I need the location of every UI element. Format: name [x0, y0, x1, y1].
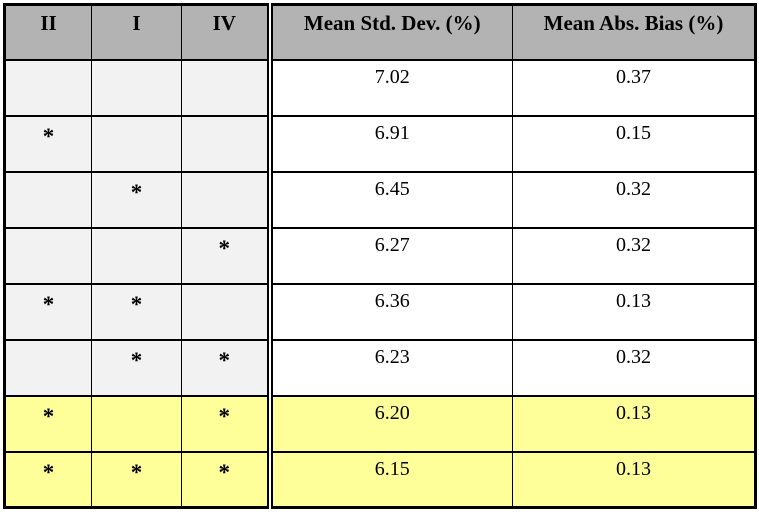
- star-cell-i: *: [91, 170, 182, 229]
- value-cell-mean-std-dev: 6.27: [266, 226, 513, 285]
- star-cell-i: [91, 394, 182, 453]
- column-header-mean-abs-bias: Mean Abs. Bias (%): [512, 3, 756, 61]
- value-cell-mean-std-dev: 6.23: [266, 338, 513, 397]
- table-row: * * 6.20 0.13: [4, 394, 756, 453]
- column-header-mean-std-dev: Mean Std. Dev. (%): [266, 3, 513, 61]
- table-row: * 6.27 0.32: [4, 226, 756, 285]
- star-cell-i: [91, 114, 182, 173]
- star-cell-iv: [181, 282, 270, 341]
- table-row: * * 6.36 0.13: [4, 282, 756, 341]
- table-header: II I IV Mean Std. Dev. (%) Mean Abs. Bia…: [4, 3, 756, 61]
- star-cell-i: [91, 58, 182, 117]
- column-header-i: I: [91, 3, 182, 61]
- star-cell-ii: *: [4, 394, 92, 453]
- table-body: 7.02 0.37 * 6.91 0.15 * 6.45 0.32 * 6.27 0.32 * * 6.3…: [4, 58, 756, 509]
- table-row: * * 6.23 0.32: [4, 338, 756, 397]
- star-cell-i: *: [91, 282, 182, 341]
- table-row: * 6.45 0.32: [4, 170, 756, 229]
- value-cell-mean-abs-bias: 0.15: [512, 114, 756, 173]
- star-cell-ii: [4, 338, 92, 397]
- value-cell-mean-std-dev: 6.20: [266, 394, 513, 453]
- value-cell-mean-abs-bias: 0.13: [512, 394, 756, 453]
- table-row: * * * 6.15 0.13: [4, 450, 756, 509]
- star-cell-ii: [4, 226, 92, 285]
- value-cell-mean-abs-bias: 0.13: [512, 282, 756, 341]
- value-cell-mean-abs-bias: 0.13: [512, 450, 756, 509]
- star-cell-iv: *: [181, 450, 270, 509]
- results-table: II I IV Mean Std. Dev. (%) Mean Abs. Bia…: [3, 3, 757, 509]
- value-cell-mean-std-dev: 7.02: [266, 58, 513, 117]
- value-cell-mean-std-dev: 6.45: [266, 170, 513, 229]
- value-cell-mean-abs-bias: 0.32: [512, 170, 756, 229]
- value-cell-mean-std-dev: 6.15: [266, 450, 513, 509]
- star-cell-ii: [4, 170, 92, 229]
- star-cell-iv: [181, 170, 270, 229]
- value-cell-mean-std-dev: 6.36: [266, 282, 513, 341]
- star-cell-i: [91, 226, 182, 285]
- star-cell-iv: *: [181, 226, 270, 285]
- star-cell-iv: *: [181, 394, 270, 453]
- table-row: * 6.91 0.15: [4, 114, 756, 173]
- column-header-iv: IV: [181, 3, 270, 61]
- table-row: 7.02 0.37: [4, 58, 756, 117]
- value-cell-mean-abs-bias: 0.32: [512, 226, 756, 285]
- star-cell-i: *: [91, 338, 182, 397]
- star-cell-ii: *: [4, 450, 92, 509]
- star-cell-i: *: [91, 450, 182, 509]
- star-cell-ii: [4, 58, 92, 117]
- star-cell-ii: *: [4, 114, 92, 173]
- header-row: II I IV Mean Std. Dev. (%) Mean Abs. Bia…: [4, 3, 756, 61]
- star-cell-iv: *: [181, 338, 270, 397]
- column-header-ii: II: [4, 3, 92, 61]
- value-cell-mean-std-dev: 6.91: [266, 114, 513, 173]
- star-cell-iv: [181, 114, 270, 173]
- star-cell-iv: [181, 58, 270, 117]
- value-cell-mean-abs-bias: 0.32: [512, 338, 756, 397]
- value-cell-mean-abs-bias: 0.37: [512, 58, 756, 117]
- star-cell-ii: *: [4, 282, 92, 341]
